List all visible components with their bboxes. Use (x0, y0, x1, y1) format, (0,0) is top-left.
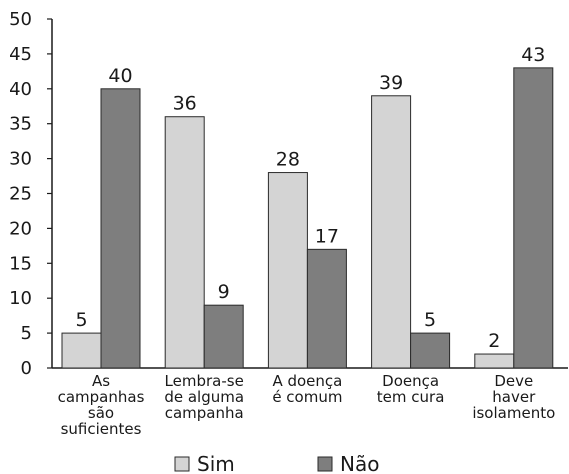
legend-label: Não (340, 452, 379, 474)
bar-sim-4 (474, 353, 515, 369)
y-tick-label: 5 (21, 323, 32, 344)
data-label: 2 (488, 330, 500, 352)
bar-sim-2 (267, 172, 308, 369)
data-label: 36 (173, 93, 197, 115)
data-label: 5 (424, 309, 436, 331)
bar-no-1 (203, 304, 244, 369)
bar-sim-3 (371, 95, 412, 369)
category-label: Deve haver isolamento (472, 372, 555, 422)
y-tick-label: 45 (9, 44, 32, 65)
data-label: 5 (75, 309, 87, 331)
bar-no-0 (100, 88, 141, 369)
legend-swatch (317, 456, 333, 472)
data-label: 9 (218, 281, 230, 303)
y-tick-label: 40 (9, 79, 32, 100)
y-tick-label: 0 (21, 358, 32, 379)
data-label: 40 (108, 65, 132, 87)
y-tick-label: 50 (9, 9, 32, 30)
category-label: Doença tem cura (377, 372, 445, 406)
category-labels: As campanhas são suficientes Lembra-se de alg… (58, 372, 556, 438)
legend-swatch (174, 456, 190, 472)
y-tick-label: 15 (9, 253, 32, 274)
bar-sim-1 (164, 116, 205, 369)
data-labels: 5 36 28 39 2 40 9 17 5 43 (75, 44, 545, 352)
bars (61, 67, 554, 369)
bar-sim-0 (61, 332, 102, 369)
legend-label: Sim (197, 452, 235, 474)
y-tick-label: 30 (9, 149, 32, 170)
category-label: Lembra-se de alguma campanha (164, 372, 244, 422)
legend: Sim Não (174, 452, 379, 474)
bar-no-4 (513, 67, 554, 369)
bar-no-2 (306, 248, 347, 369)
y-tick-label: 20 (9, 218, 32, 239)
y-tick-label: 10 (9, 288, 32, 309)
y-tick-label: 35 (9, 114, 32, 135)
data-label: 43 (521, 44, 545, 66)
y-tick-label: 25 (9, 184, 32, 205)
data-label: 39 (379, 72, 403, 94)
category-label: As campanhas são suficientes (58, 372, 145, 438)
bar-no-3 (410, 332, 451, 369)
category-label: A doença é comum (272, 372, 342, 406)
data-label: 17 (315, 225, 339, 247)
data-label: 28 (276, 149, 300, 171)
